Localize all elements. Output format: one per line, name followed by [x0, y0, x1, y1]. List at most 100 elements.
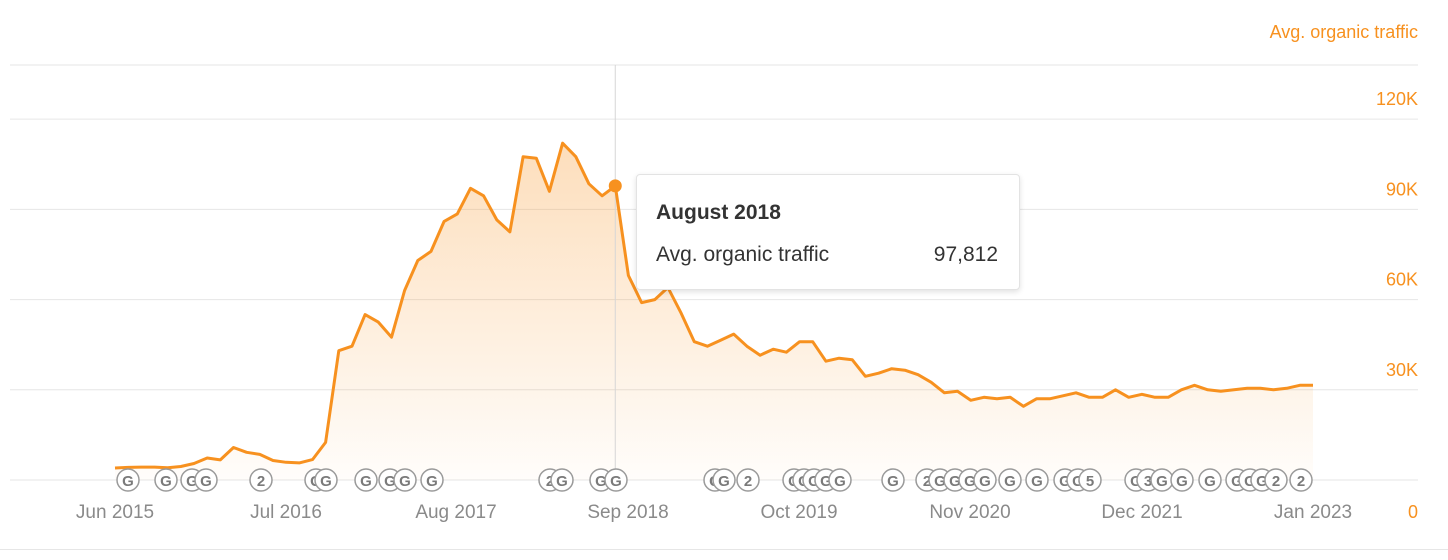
tooltip-value: 97,812	[933, 243, 998, 266]
event-marker-label: G	[1244, 473, 1256, 490]
event-marker-label: G	[1176, 473, 1188, 490]
event-marker-circle	[736, 468, 760, 492]
event-marker-label: 2	[744, 473, 752, 490]
event-marker-label: G	[1072, 473, 1084, 490]
x-tick-label: Sep 2018	[587, 502, 668, 523]
event-marker-label: G	[160, 473, 172, 490]
event-marker-circle	[116, 468, 140, 492]
event-marker: 2	[736, 468, 760, 492]
x-tick-label: Oct 2019	[760, 502, 837, 523]
event-marker-circle	[1025, 468, 1049, 492]
event-marker-circle	[1264, 468, 1288, 492]
event-marker-label: G	[360, 473, 372, 490]
event-marker-label: 5	[1086, 473, 1094, 490]
event-marker-label: G	[595, 473, 607, 490]
event-marker-label: G	[934, 473, 946, 490]
x-tick-label: Jun 2015	[76, 502, 154, 523]
event-marker: G	[998, 468, 1022, 492]
event-marker-circle	[1198, 468, 1222, 492]
y-tick-label: 120K	[1376, 89, 1418, 109]
event-marker: G	[828, 468, 852, 492]
event-marker-label: 2	[923, 473, 931, 490]
event-marker-circle	[249, 468, 273, 492]
event-marker: G	[420, 468, 444, 492]
event-marker-label: G	[200, 473, 212, 490]
event-marker-label: G	[834, 473, 846, 490]
event-marker: 2	[1264, 468, 1288, 492]
event-marker-label: G	[1031, 473, 1043, 490]
bottom-rule	[0, 549, 1448, 550]
event-marker-circle	[194, 468, 218, 492]
event-marker-circle	[1289, 468, 1313, 492]
event-marker: G	[1150, 468, 1174, 492]
event-marker: G	[354, 468, 378, 492]
x-tick-label: Dec 2021	[1101, 502, 1182, 523]
event-marker-label: G	[610, 473, 622, 490]
event-marker-circle	[154, 468, 178, 492]
event-marker-label: G	[399, 473, 411, 490]
event-marker-circle	[550, 468, 574, 492]
y-tick-label: 60K	[1386, 270, 1418, 290]
event-marker-circle	[1078, 468, 1102, 492]
event-marker-circle	[712, 468, 736, 492]
series-title: Avg. organic traffic	[1269, 22, 1418, 42]
event-marker: G	[550, 468, 574, 492]
tooltip-title: August 2018	[656, 201, 781, 224]
event-marker-label: 2	[546, 473, 554, 490]
event-marker-label: G	[384, 473, 396, 490]
tooltip-label: Avg. organic traffic	[656, 243, 830, 266]
tooltip: August 2018 Avg. organic traffic 97,812	[636, 174, 1020, 290]
y-tick-label: 30K	[1386, 360, 1418, 380]
event-marker: G	[973, 468, 997, 492]
event-marker: G	[881, 468, 905, 492]
event-marker: 2	[1289, 468, 1313, 492]
event-marker-circle	[354, 468, 378, 492]
event-marker-label: G	[122, 473, 134, 490]
event-marker-circle	[604, 468, 628, 492]
event-marker-label: G	[1059, 473, 1071, 490]
event-marker-label: G	[808, 473, 820, 490]
event-marker-circle	[973, 468, 997, 492]
event-marker: G	[1025, 468, 1049, 492]
x-tick-label: Aug 2017	[415, 502, 496, 523]
event-marker-label: G	[887, 473, 899, 490]
x-tick-label: Nov 2020	[929, 502, 1010, 523]
event-marker-label: G	[556, 473, 568, 490]
event-marker-label: G	[426, 473, 438, 490]
event-marker-circle	[998, 468, 1022, 492]
event-marker: G	[154, 468, 178, 492]
event-marker-label: G	[949, 473, 961, 490]
event-marker: G	[116, 468, 140, 492]
y-tick-label: 90K	[1386, 179, 1418, 199]
event-marker-label: G	[320, 473, 332, 490]
event-marker-circle	[1170, 468, 1194, 492]
traffic-line	[114, 141, 1313, 470]
x-tick-label: Jul 2016	[250, 502, 322, 523]
event-marker-circle	[881, 468, 905, 492]
event-marker: 2	[249, 468, 273, 492]
event-marker-label: G	[186, 473, 198, 490]
x-tick-label: Jan 2023	[1274, 502, 1352, 523]
event-marker-label: G	[1231, 473, 1243, 490]
event-marker-label: 2	[1297, 473, 1305, 490]
event-marker: G	[604, 468, 628, 492]
traffic-area	[115, 143, 1313, 480]
event-marker: 5	[1078, 468, 1102, 492]
y-tick-label: 0	[1408, 502, 1418, 522]
event-marker: G	[314, 468, 338, 492]
event-marker-label: G	[1256, 473, 1268, 490]
event-marker-label: G	[1204, 473, 1216, 490]
event-marker-label: 3	[1144, 473, 1152, 490]
event-marker-label: G	[979, 473, 991, 490]
event-marker-label: G	[964, 473, 976, 490]
event-marker: G	[712, 468, 736, 492]
event-marker-circle	[828, 468, 852, 492]
event-marker-label: G	[1004, 473, 1016, 490]
event-marker-label: G	[718, 473, 730, 490]
event-marker: G	[393, 468, 417, 492]
event-marker-label: G	[820, 473, 832, 490]
event-marker-label: 2	[1272, 473, 1280, 490]
highlight-point	[608, 179, 622, 193]
event-marker-label: 2	[257, 473, 265, 490]
